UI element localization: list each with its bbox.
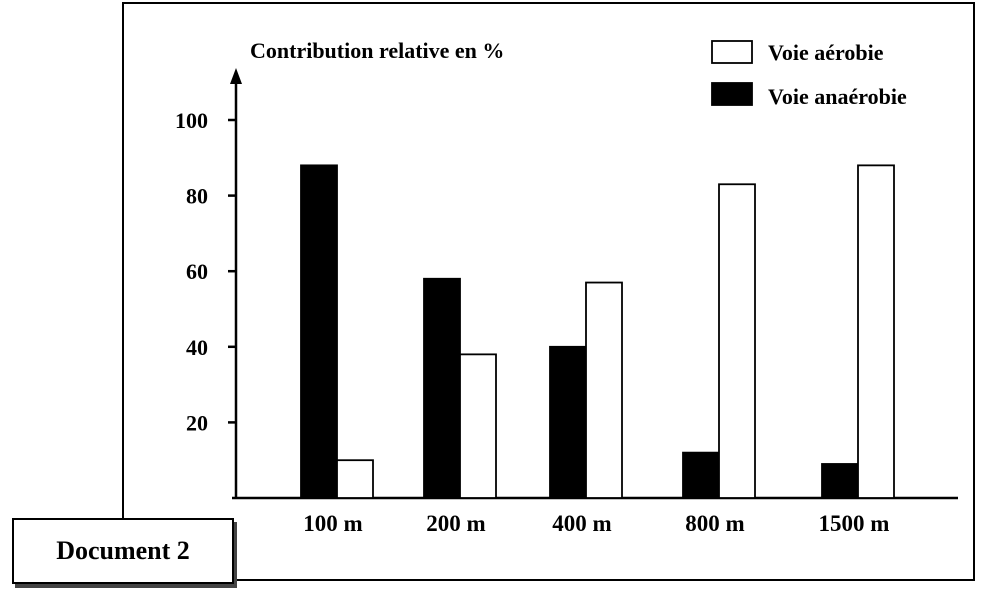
x-tick-label: 200 m [426, 511, 485, 536]
x-ticks: 100 m 200 m 400 m 800 m 1500 m [303, 511, 889, 536]
x-tick-label: 100 m [303, 511, 362, 536]
bars [300, 164, 895, 499]
legend-label-aerobic: Voie aérobie [768, 40, 884, 65]
x-tick-label: 400 m [552, 511, 611, 536]
legend: Voie aérobie Voie anaérobie [711, 40, 907, 109]
y-ticks: 20 40 60 80 100 [175, 108, 236, 435]
x-tick-label: 800 m [685, 511, 744, 536]
bar-aerobic [459, 353, 497, 499]
legend-swatch-anaerobic [711, 82, 753, 106]
y-axis-label: Contribution relative en % [250, 38, 504, 63]
y-axis-arrow-icon [230, 68, 242, 84]
bar-anaerobic [423, 277, 461, 499]
document-label: Document 2 [12, 518, 234, 584]
bar-anaerobic [300, 164, 338, 499]
bar-anaerobic [682, 451, 720, 499]
y-tick-label: 60 [186, 259, 208, 284]
legend-swatch-aerobic [711, 40, 753, 64]
y-tick-label: 40 [186, 335, 208, 360]
bar-aerobic [585, 281, 623, 499]
legend-label-anaerobic: Voie anaérobie [768, 84, 907, 109]
y-tick-label: 20 [186, 410, 208, 435]
y-tick-label: 80 [186, 184, 208, 209]
y-tick-label: 100 [175, 108, 208, 133]
bar-anaerobic [549, 345, 587, 499]
x-tick-label: 1500 m [819, 511, 890, 536]
bar-aerobic [718, 183, 756, 499]
bar-aerobic [857, 164, 895, 499]
bar-anaerobic [821, 463, 859, 499]
bar-aerobic [336, 459, 374, 499]
